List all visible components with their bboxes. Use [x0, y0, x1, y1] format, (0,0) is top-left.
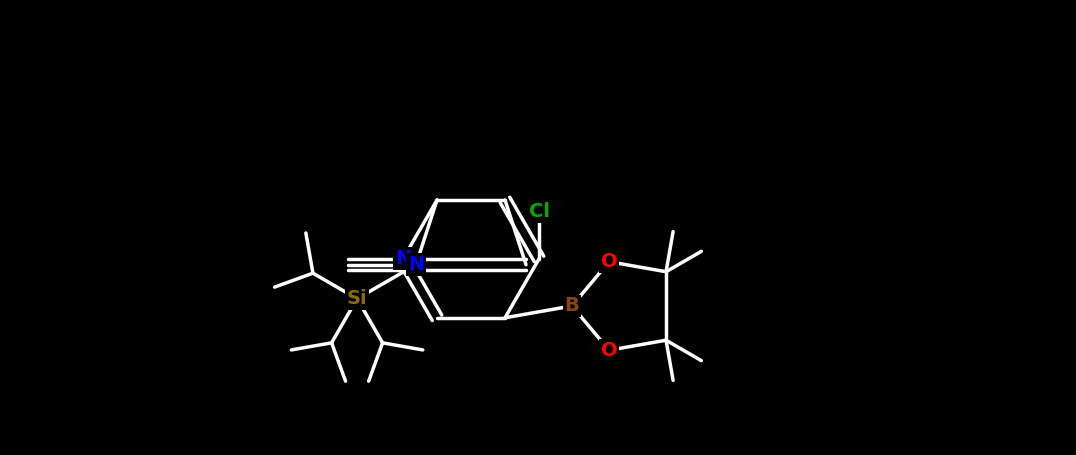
Text: O: O	[600, 341, 618, 360]
Text: N: N	[395, 249, 411, 268]
Text: B: B	[565, 297, 579, 315]
Text: N: N	[408, 255, 424, 274]
Text: Si: Si	[346, 289, 367, 308]
Text: O: O	[600, 252, 618, 271]
Text: Cl: Cl	[528, 202, 550, 221]
